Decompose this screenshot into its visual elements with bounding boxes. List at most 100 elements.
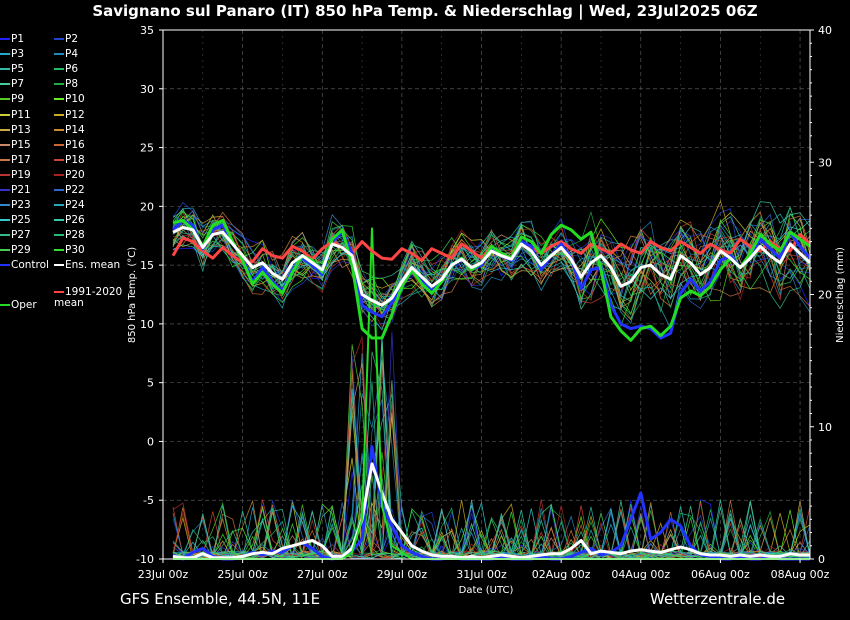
x-tick-label: 29Jul 00z	[377, 568, 428, 581]
legend-item-climate-mean: 1991-2020 mean	[54, 287, 124, 309]
legend-swatch	[54, 291, 64, 293]
legend-item-control: Control	[0, 258, 49, 272]
legend-swatch	[54, 264, 64, 266]
x-tick-label: 27Jul 00z	[297, 568, 348, 581]
legend-item-p9: P9	[0, 92, 24, 106]
legend-label: P7	[11, 78, 25, 91]
y-tick-label: 5	[147, 377, 154, 390]
legend-swatch	[54, 158, 64, 161]
legend-swatch	[54, 113, 64, 116]
legend-item-p26: P26	[54, 213, 85, 227]
legend-item-p23: P23	[0, 198, 31, 212]
legend-item-p24: P24	[54, 198, 85, 212]
legend-item-ens-mean: Ens. mean	[54, 258, 120, 272]
legend-swatch	[0, 189, 10, 191]
x-tick-label: 31Jul 00z	[456, 568, 507, 581]
member-line-P18	[172, 210, 811, 306]
legend-swatch	[54, 189, 64, 191]
legend-item-p18: P18	[54, 153, 85, 167]
legend-item-p16: P16	[54, 138, 85, 152]
y2-tick-label: 10	[818, 421, 832, 434]
legend-label: P27	[11, 229, 31, 242]
x-tick-label: 06Aug 00z	[691, 568, 750, 581]
legend-label: P2	[65, 33, 79, 45]
legend-item-p25: P25	[0, 213, 31, 227]
x-tick-label: 23Jul 00z	[138, 568, 189, 581]
legend-swatch	[54, 143, 64, 146]
y-tick-label: 10	[140, 318, 154, 331]
member-line-P23	[172, 213, 811, 306]
y-tick-label: 0	[147, 435, 154, 448]
legend-item-p7: P7	[0, 77, 24, 91]
legend-label: P9	[11, 93, 25, 106]
legend-label: P28	[65, 229, 85, 242]
member-line-P22	[172, 213, 811, 309]
member-line-P28	[172, 219, 811, 311]
x-tick-label: 08Aug 00z	[771, 568, 830, 581]
legend-label: P12	[65, 108, 85, 121]
legend-swatch	[54, 128, 64, 131]
legend-swatch	[54, 68, 64, 71]
y2-tick-label: 30	[818, 156, 832, 169]
y2-tick-label: 20	[818, 289, 832, 302]
legend-label: P24	[65, 199, 85, 212]
member-line-P30	[172, 211, 811, 328]
legend-swatch	[54, 83, 64, 86]
legend-label: P5	[11, 63, 25, 76]
legend-item-p4: P4	[54, 47, 78, 61]
legend-swatch	[54, 98, 64, 101]
legend-item-p29: P29	[0, 243, 31, 257]
x-tick-label: 04Aug 00z	[611, 568, 670, 581]
y-tick-label: -10	[136, 553, 154, 566]
legend-item-p28: P28	[54, 228, 85, 242]
x-axis-label: Date (UTC)	[459, 585, 514, 596]
y2-tick-label: 0	[818, 553, 825, 566]
x-tick-label: 25Jul 00z	[217, 568, 268, 581]
x-tick-label: 02Aug 00z	[532, 568, 591, 581]
y2-axis-ticks: 0 10 20 30 40	[810, 24, 832, 566]
legend-label: P17	[11, 153, 31, 166]
legend-label: P15	[11, 138, 31, 151]
legend-label: P20	[65, 168, 85, 181]
legend-swatch	[0, 173, 10, 176]
legend-label: P1	[11, 33, 25, 45]
legend-label: P14	[65, 123, 85, 136]
series-ens-mean	[172, 226, 812, 307]
legend-label: P18	[65, 153, 85, 166]
legend-label: P19	[11, 168, 31, 181]
y-axis-label: 850 hPa Temp. (°C)	[127, 247, 138, 343]
legend-swatch	[0, 158, 10, 161]
legend-swatch	[54, 38, 64, 40]
legend-swatch	[0, 143, 10, 146]
legend-item-p13: P13	[0, 123, 31, 137]
legend-item-oper: Oper	[0, 298, 37, 312]
legend-item-p14: P14	[54, 123, 85, 137]
legend-label: P29	[11, 244, 31, 257]
legend-label: P25	[11, 214, 31, 227]
legend-swatch	[0, 38, 10, 40]
legend-swatch	[0, 219, 10, 222]
legend-label: P4	[65, 48, 79, 61]
legend-label: P6	[65, 63, 79, 76]
legend-swatch	[0, 128, 10, 131]
legend-label: P13	[11, 123, 31, 136]
series-ens-mean-precip	[172, 462, 810, 560]
member-line-P25	[172, 220, 811, 331]
legend-label: 1991-2020 mean	[54, 286, 123, 309]
member-precip-P1	[172, 472, 811, 560]
legend-swatch	[0, 83, 10, 86]
legend-item-p30: P30	[54, 243, 85, 257]
legend-item-p8: P8	[54, 77, 78, 91]
legend-label: P11	[11, 108, 31, 121]
y-tick-label: 15	[140, 259, 154, 272]
x-axis-ticks: 23Jul 00z 25Jul 00z 27Jul 00z 29Jul 00z 31Ju…	[138, 559, 830, 581]
legend-label: P3	[11, 48, 25, 61]
legend-swatch	[54, 234, 64, 237]
legend-item-p17: P17	[0, 153, 31, 167]
model-info: GFS Ensemble, 44.5N, 11E	[120, 590, 321, 608]
legend-swatch	[0, 53, 10, 56]
y-axis-ticks: -10 -5 0 5 10 15 20 25 30 35	[136, 24, 163, 566]
member-line-P26	[172, 201, 811, 309]
legend-item-p2: P2	[54, 32, 78, 46]
chart-title: Savignano sul Panaro (IT) 850 hPa Temp. …	[92, 2, 758, 20]
